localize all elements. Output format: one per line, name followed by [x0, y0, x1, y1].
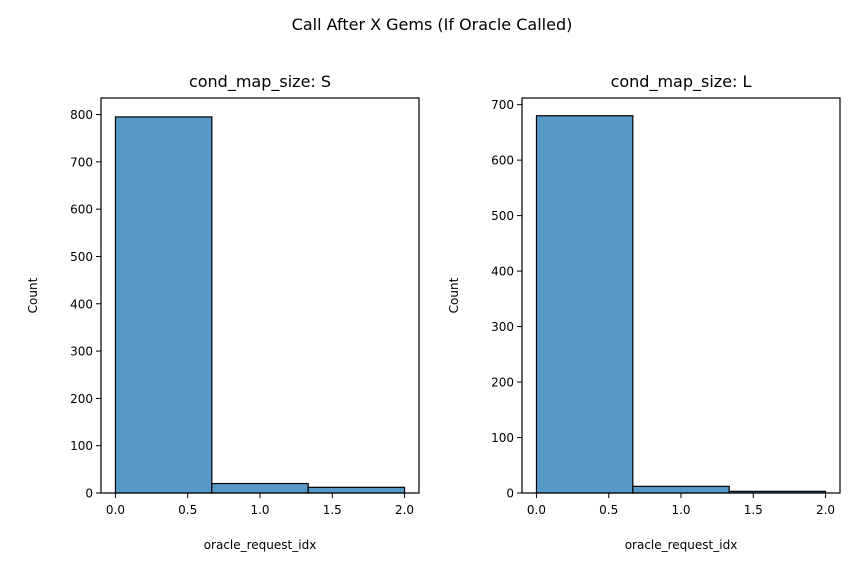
y-tick-label: 0	[506, 487, 514, 501]
x-tick-label: 0.0	[106, 503, 125, 517]
y-axis-label: Count	[447, 277, 461, 313]
x-tick-label: 1.0	[671, 503, 690, 517]
histogram-bar	[114, 116, 213, 494]
x-tick-label: 2.0	[816, 503, 835, 517]
x-tick-label: 0.0	[527, 503, 546, 517]
y-tick-label: 300	[70, 345, 93, 359]
x-tick-label: 1.5	[744, 503, 763, 517]
x-tick-label: 2.0	[395, 503, 414, 517]
y-tick-label: 700	[70, 155, 93, 169]
x-axis-label: oracle_request_idx	[625, 538, 738, 552]
subplot-right: 0.0 0.5 1.0 1.5 2.0 0 100 200 300 400 500 600 700 con…	[447, 72, 841, 552]
y-tick-label: 400	[70, 297, 93, 311]
y-tick-label: 200	[70, 392, 93, 406]
y-tick-label: 0	[85, 487, 93, 501]
y-tick-label: 300	[491, 320, 514, 334]
subplot-title: cond_map_size: S	[189, 72, 331, 92]
y-tick-label: 400	[491, 265, 514, 279]
x-tick-label: 0.5	[599, 503, 618, 517]
y-tick-label: 700	[491, 98, 514, 112]
y-tick-label: 600	[491, 154, 514, 168]
y-tick-label: 800	[70, 108, 93, 122]
subplot-title: cond_map_size: L	[611, 72, 752, 92]
y-axis-label: Count	[26, 277, 40, 313]
x-tick-label: 1.5	[323, 503, 342, 517]
x-tick-label: 1.0	[250, 503, 269, 517]
figure-suptitle: Call After X Gems (If Oracle Called)	[292, 15, 573, 34]
y-tick-label: 100	[70, 439, 93, 453]
x-axis-label: oracle_request_idx	[204, 538, 317, 552]
histogram-bar	[535, 115, 634, 494]
histogram-bar	[632, 485, 730, 494]
subplot-left: 0.0 0.5 1.0 1.5 2.0 0 100 200 300 400 500 600 700 800…	[26, 72, 420, 552]
y-tick-label: 600	[70, 203, 93, 217]
x-tick-label: 0.5	[178, 503, 197, 517]
y-tick-label: 500	[70, 250, 93, 264]
y-tick-label: 200	[491, 376, 514, 390]
histogram-bar	[211, 482, 309, 494]
y-tick-label: 500	[491, 209, 514, 223]
y-tick-label: 100	[491, 431, 514, 445]
histogram-bar	[307, 486, 406, 494]
